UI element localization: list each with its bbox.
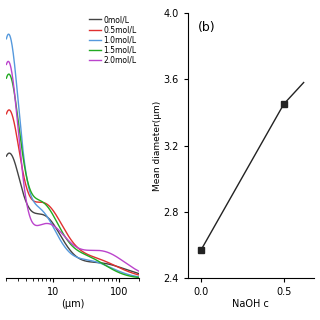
- Legend: 0mol/L, 0.5mol/L, 1.0mol/L, 1.5mol/L, 2.0mol/L: 0mol/L, 0.5mol/L, 1.0mol/L, 1.5mol/L, 2.…: [89, 14, 137, 65]
- 0.5mol/L: [7, 108, 11, 112]
- 2.0mol/L: [28, 215, 32, 219]
- 2.0mol/L: [39, 223, 43, 227]
- 0mol/L: [137, 272, 140, 276]
- 1.0mol/L: [28, 190, 32, 194]
- 0.5mol/L: [28, 195, 32, 198]
- Line: 1.5mol/L: 1.5mol/L: [6, 74, 139, 277]
- 1.5mol/L: [28, 188, 32, 191]
- 0.5mol/L: [39, 200, 43, 204]
- 0mol/L: [4, 154, 8, 158]
- 2.0mol/L: [4, 62, 8, 66]
- 2.0mol/L: [104, 250, 108, 254]
- 1.5mol/L: [137, 276, 140, 279]
- 0mol/L: [65, 243, 68, 247]
- 2.0mol/L: [83, 248, 86, 252]
- 0mol/L: [28, 207, 32, 211]
- 0mol/L: [104, 262, 108, 266]
- 0.5mol/L: [93, 255, 97, 259]
- 0.5mol/L: [83, 251, 86, 255]
- Line: 1.0mol/L: 1.0mol/L: [6, 34, 139, 277]
- 1.5mol/L: [93, 257, 97, 261]
- X-axis label: (μm): (μm): [61, 299, 84, 309]
- 1.5mol/L: [39, 199, 43, 203]
- 1.5mol/L: [83, 252, 86, 256]
- 1.0mol/L: [65, 247, 68, 251]
- Text: (b): (b): [198, 21, 215, 34]
- 2.0mol/L: [6, 60, 10, 63]
- 1.0mol/L: [83, 258, 86, 261]
- 1.0mol/L: [7, 32, 11, 36]
- 0.5mol/L: [104, 260, 108, 264]
- 2.0mol/L: [93, 248, 97, 252]
- Line: 0mol/L: 0mol/L: [6, 153, 139, 274]
- 0mol/L: [93, 260, 97, 264]
- 1.5mol/L: [4, 76, 8, 80]
- 1.0mol/L: [93, 260, 97, 263]
- 0.5mol/L: [65, 231, 68, 235]
- 1.0mol/L: [104, 264, 108, 268]
- 1.5mol/L: [65, 237, 68, 241]
- 0mol/L: [39, 212, 43, 216]
- X-axis label: NaOH c: NaOH c: [232, 299, 269, 309]
- 2.0mol/L: [137, 269, 140, 273]
- 1.5mol/L: [7, 72, 11, 76]
- 1.5mol/L: [104, 264, 108, 268]
- Y-axis label: Mean diameter(μm): Mean diameter(μm): [153, 100, 162, 191]
- 0.5mol/L: [4, 112, 8, 116]
- 2.0mol/L: [65, 236, 68, 240]
- 0mol/L: [7, 151, 11, 155]
- 1.0mol/L: [4, 37, 8, 41]
- 0.5mol/L: [137, 273, 140, 277]
- 1.0mol/L: [137, 275, 140, 279]
- 1.0mol/L: [39, 207, 43, 211]
- Line: 0.5mol/L: 0.5mol/L: [6, 110, 139, 275]
- Line: 2.0mol/L: 2.0mol/L: [6, 61, 139, 271]
- 0mol/L: [83, 259, 86, 263]
